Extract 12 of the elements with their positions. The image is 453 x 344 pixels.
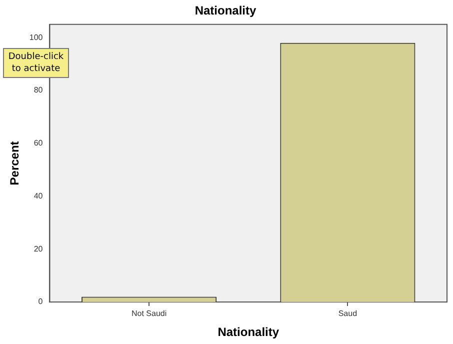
y-tick-label: 40 [34, 191, 44, 200]
x-tick-label: Saud [338, 309, 358, 318]
x-tick-label: Not Saudi [131, 309, 167, 318]
chart-title: Nationality [194, 4, 256, 18]
y-tick-label: 80 [34, 86, 44, 95]
x-axis-title: Nationality [218, 325, 280, 340]
y-tick-label: 60 [34, 138, 44, 148]
y-tick-label: 20 [34, 244, 44, 254]
y-axis-title: Percent [8, 141, 22, 186]
annotation: Double-click to activate [3, 48, 69, 78]
y-tick-label: 100 [29, 32, 44, 42]
y-tick-label: 0 [38, 297, 44, 306]
